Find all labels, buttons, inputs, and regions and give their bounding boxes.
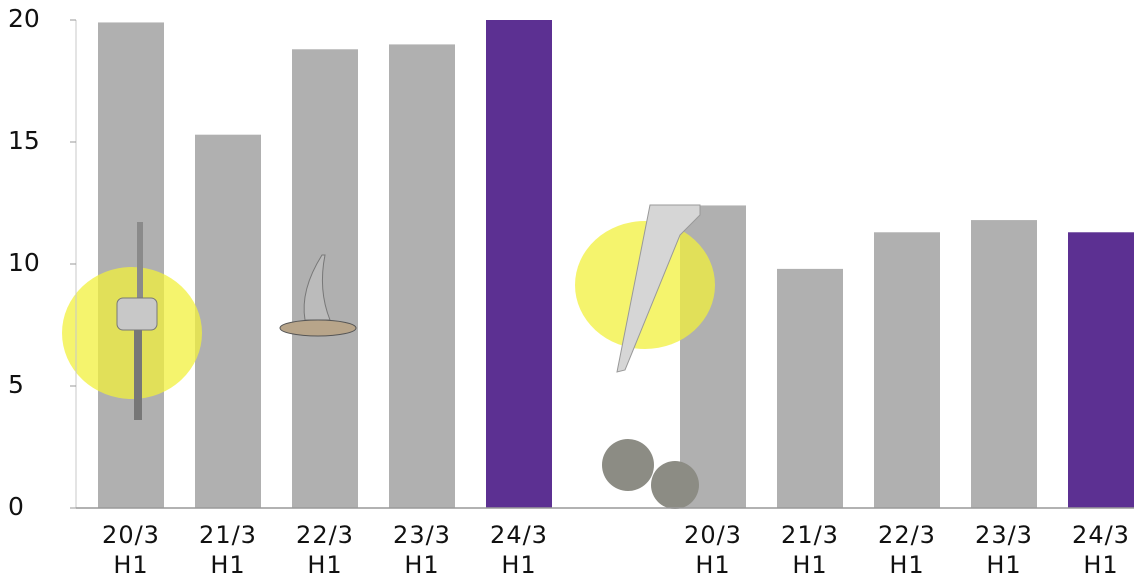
bar [971,220,1037,508]
x-tick-label: 24/3 H1 [1072,521,1130,579]
x-tick-label: 20/3 H1 [684,521,742,579]
x-tick-label: 23/3 H1 [975,521,1033,579]
bar [777,268,843,508]
bar [195,134,261,508]
bar [389,44,455,509]
x-tick-label: 22/3 H1 [878,521,936,579]
bar [486,20,552,508]
x-tick-label: 23/3 H1 [393,521,451,579]
bar [292,49,358,508]
x-tick-label: 20/3 H1 [102,521,160,579]
knee-base [279,319,357,337]
hip-stem [616,204,701,373]
y-tick-label: 0 [8,492,24,521]
x-tick-label: 21/3 H1 [781,521,839,579]
y-tick-label: 15 [8,126,40,155]
highlight-circle [62,267,202,399]
y-tick-label: 5 [8,370,24,399]
bars [98,20,1134,509]
bar [1068,232,1134,508]
acetabular-cup [651,461,699,509]
x-tick-label: 24/3 H1 [490,521,548,579]
x-tick-label: 22/3 H1 [296,521,354,579]
bar [874,232,940,508]
decorations [62,204,715,509]
bar [98,22,164,508]
y-tick-label: 10 [8,248,40,277]
implant-head [116,297,158,331]
y-tick-label: 20 [8,4,40,33]
x-tick-label: 21/3 H1 [199,521,257,579]
implant-stem [134,330,142,420]
acetabular-cup [602,439,654,491]
implant-stem [137,222,143,302]
